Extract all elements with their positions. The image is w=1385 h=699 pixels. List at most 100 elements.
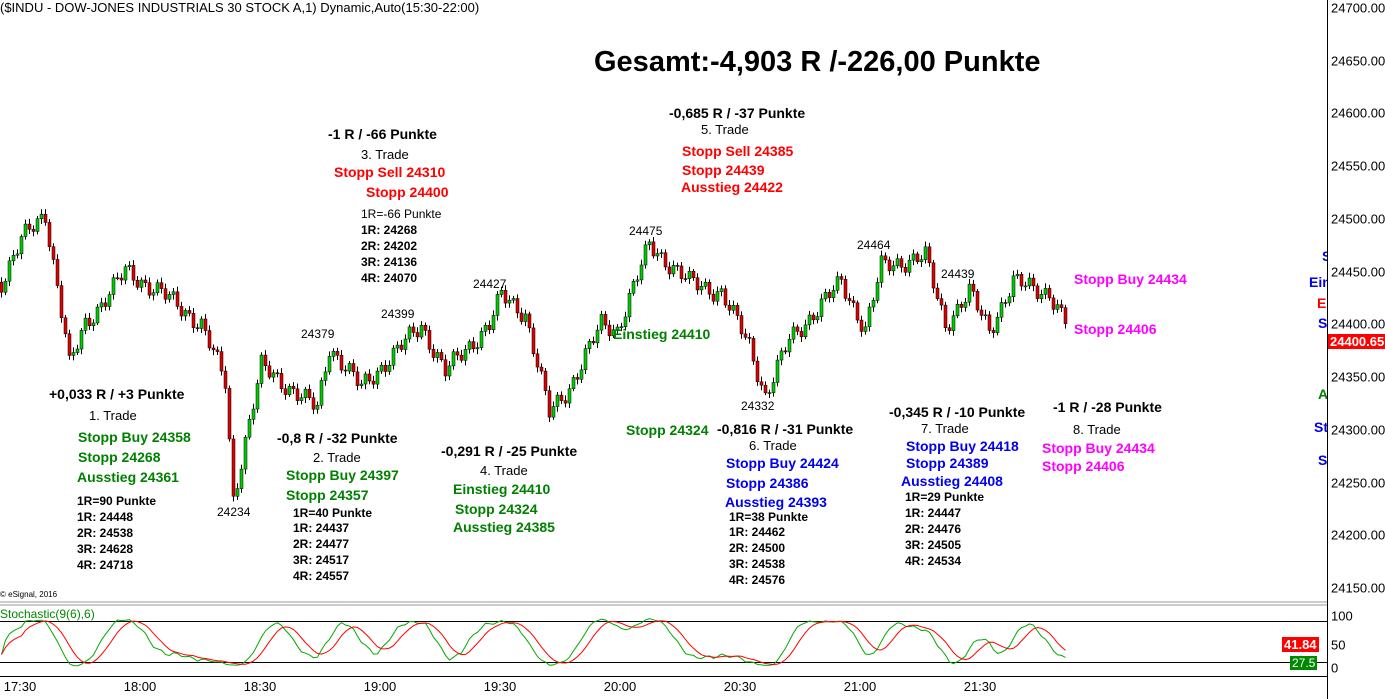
candle-body	[279, 373, 284, 389]
candle-body	[359, 383, 364, 386]
candle-body	[203, 318, 208, 331]
trade-annotation: -0,291 R / -25 Punkte	[441, 443, 578, 459]
candle-body	[83, 317, 88, 331]
candle-body	[91, 322, 96, 326]
candle-body	[35, 218, 40, 232]
candle-body	[795, 326, 800, 332]
candle-body	[343, 369, 348, 372]
candle-body	[823, 292, 828, 300]
trade-annotation: 1R: 24268	[361, 223, 418, 237]
candle-body	[375, 370, 380, 385]
candle-body	[803, 324, 808, 338]
candle-body	[647, 241, 652, 246]
candle-body	[475, 347, 480, 350]
candle-body	[355, 371, 360, 386]
candle-body	[591, 341, 596, 344]
trade-annotation: Stopp 24324	[455, 501, 538, 517]
candle-body	[875, 282, 880, 301]
candle-body	[587, 341, 592, 349]
trade-annotation: 2R: 24500	[729, 541, 786, 555]
y-tick-label: 24300.00	[1331, 422, 1385, 438]
y-tick-label: 24400.00	[1331, 316, 1385, 332]
trade-annotation: Stopp Sell 24310	[334, 164, 446, 180]
trade-annotation: -1 R / -28 Punkte	[1053, 399, 1162, 415]
trade-annotation: Stopp Buy 24418	[906, 438, 1019, 454]
candle-body	[143, 279, 148, 283]
candle-body	[43, 213, 48, 223]
candle-body	[783, 350, 788, 353]
candle-body	[1059, 304, 1064, 308]
trade-annotation: 4R: 24718	[77, 558, 134, 572]
trade-annotation: 3R: 24628	[77, 542, 134, 556]
trade-annotation: Ausstieg 24361	[77, 469, 179, 485]
candle-body	[403, 338, 408, 350]
candle-body	[263, 354, 268, 367]
trade-annotation: 4R: 24534	[905, 554, 962, 568]
candle-body	[395, 344, 400, 349]
candle-body	[479, 331, 484, 348]
clipped-label: Ein	[1309, 274, 1327, 290]
trade-annotation: 1R: 24437	[293, 521, 350, 535]
clipped-label: S	[1322, 248, 1327, 264]
candle-body	[999, 302, 1004, 318]
candle-body	[575, 377, 580, 380]
candle-body	[415, 332, 420, 338]
candle-body	[1007, 296, 1012, 304]
candle-body	[295, 388, 300, 401]
candle-body	[1051, 297, 1056, 310]
candle-body	[111, 277, 116, 295]
candle-body	[387, 365, 392, 372]
candle-body	[323, 371, 328, 381]
candle-body	[611, 329, 616, 337]
candle-body	[491, 315, 496, 330]
copyright: © eSignal, 2016	[0, 590, 58, 599]
candle-body	[51, 246, 56, 260]
candle-body	[15, 253, 20, 256]
candle-body	[663, 252, 668, 268]
candle-body	[971, 283, 976, 292]
candle-body	[995, 316, 1000, 333]
candle-body	[39, 213, 44, 219]
candle-body	[535, 353, 540, 368]
candle-body	[867, 306, 872, 328]
price-label: 24399	[381, 307, 415, 321]
candle-body	[751, 338, 756, 362]
stoch-d-label: 27.5	[1290, 656, 1318, 670]
candle-body	[975, 291, 980, 311]
candle-body	[507, 299, 512, 304]
candle-body	[367, 373, 372, 382]
candle-body	[879, 255, 884, 283]
price-label: 24427	[473, 277, 507, 291]
candle-body	[291, 385, 296, 390]
trade-annotation: Stopp 24406	[1074, 321, 1157, 337]
candle-body	[311, 397, 316, 410]
candle-body	[827, 292, 832, 298]
candle-body	[919, 259, 924, 263]
clipped-label: S	[1318, 315, 1327, 331]
candle-body	[31, 229, 36, 232]
candle-body	[159, 282, 164, 289]
candle-body	[983, 314, 988, 317]
candle-body	[411, 326, 416, 333]
candle-body	[235, 488, 240, 497]
candle-body	[427, 330, 432, 350]
trade-annotation: 1R=-66 Punkte	[361, 207, 442, 221]
candle-body	[771, 382, 776, 393]
candle-body	[175, 291, 180, 307]
candle-body	[955, 303, 960, 317]
candle-body	[1015, 274, 1020, 277]
trade-annotation: Stopp Sell 24385	[682, 143, 794, 159]
candle-body	[471, 341, 476, 350]
y-tick-label: 24200.00	[1331, 527, 1385, 543]
candle-body	[319, 380, 324, 406]
trade-annotation: 3R: 24505	[905, 538, 962, 552]
y-tick-label: 24600.00	[1331, 105, 1385, 121]
candle-body	[47, 222, 52, 247]
trade-annotation: 2R: 24202	[361, 239, 418, 253]
candle-body	[1055, 304, 1060, 310]
candle-body	[539, 366, 544, 372]
trade-annotation: -0,816 R / -31 Punkte	[717, 421, 854, 437]
candle-body	[691, 270, 696, 278]
candle-body	[979, 309, 984, 316]
candle-body	[1035, 285, 1040, 299]
